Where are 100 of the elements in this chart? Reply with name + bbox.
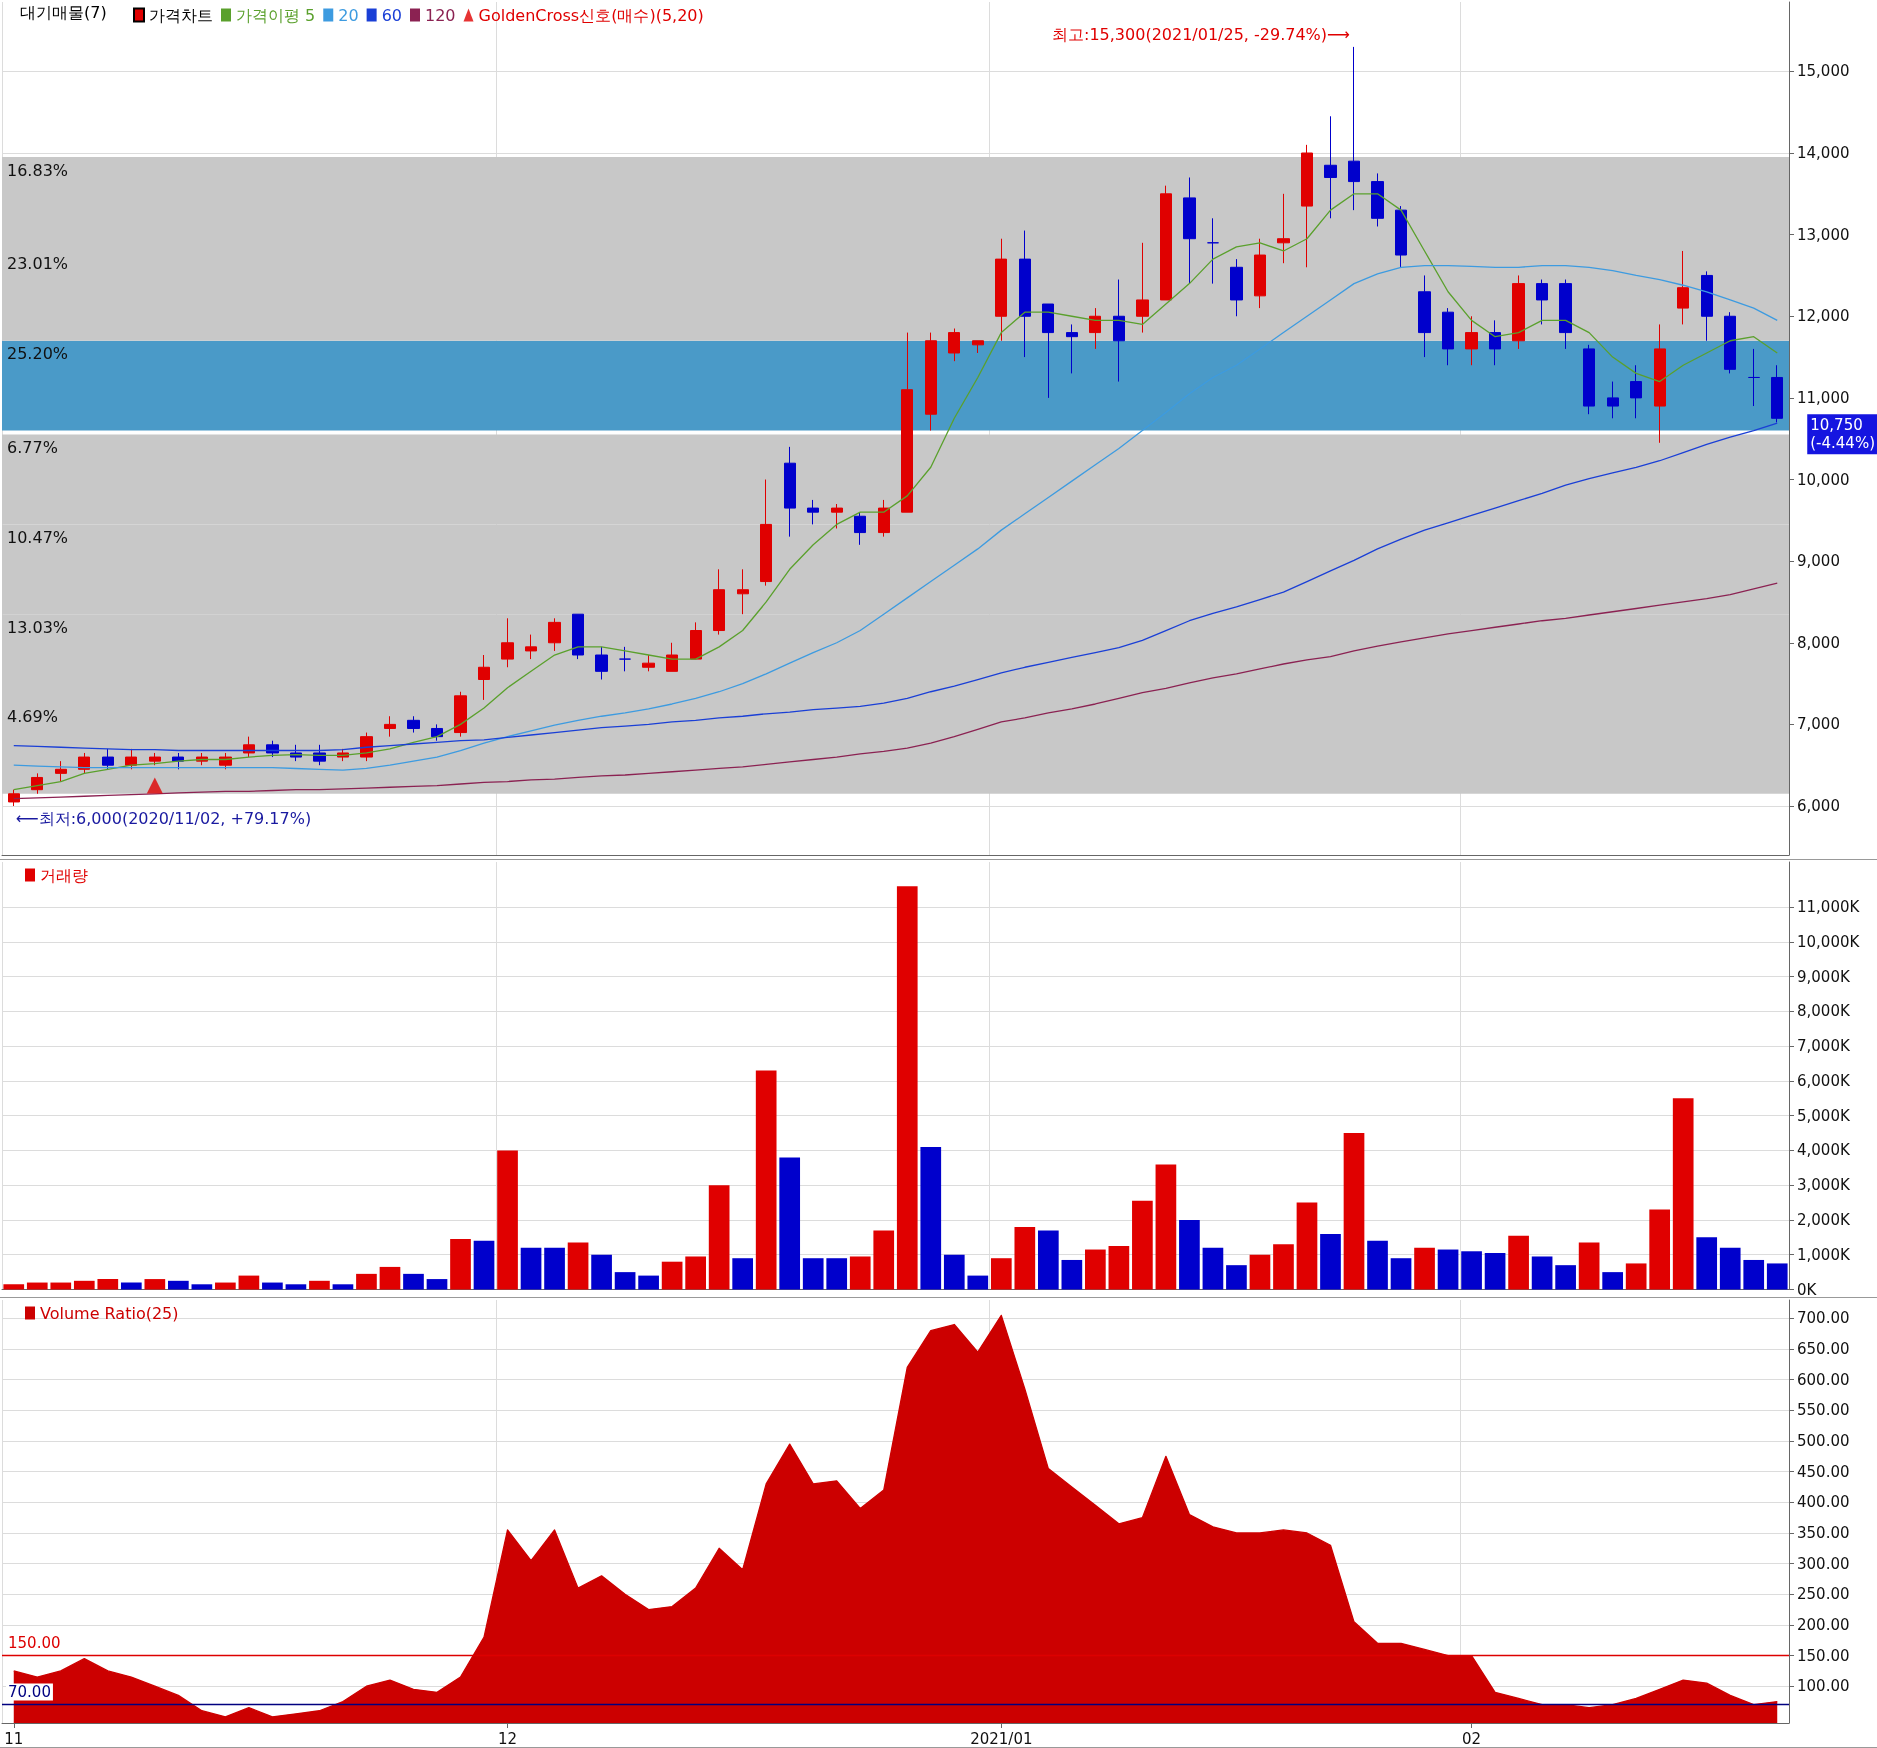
y-tick-label: 4,000K: [1797, 1141, 1851, 1160]
bar: [1743, 1259, 1765, 1290]
band-label: 13.03%: [7, 617, 69, 637]
ref-line-label: 150.00: [8, 1634, 61, 1653]
bar: [497, 1150, 518, 1290]
bar: [1155, 1164, 1177, 1290]
candlestick: [1677, 250, 1689, 325]
bar: [168, 1280, 189, 1290]
bar: [1014, 1226, 1036, 1290]
bar: [990, 1258, 1012, 1290]
candlestick: [1254, 238, 1266, 309]
band-label: 23.01%: [7, 254, 69, 274]
candlestick: [407, 715, 420, 734]
bar: [1414, 1247, 1435, 1290]
bar: [1602, 1272, 1623, 1290]
bar: [1273, 1244, 1294, 1290]
candlestick: [995, 238, 1007, 342]
candlestick: [901, 332, 913, 513]
candlestick: [619, 646, 631, 672]
bar: [73, 1280, 95, 1290]
y-tick-label: 9,000K: [1797, 967, 1851, 986]
candlestick: [1654, 323, 1666, 444]
y-tick-label: 400.00: [1797, 1493, 1850, 1512]
candlestick: [548, 617, 561, 652]
candlestick: [1230, 258, 1243, 317]
y-tick-label: 300.00: [1797, 1554, 1850, 1573]
band-label: 25.20%: [7, 344, 69, 364]
y-tick-label: 6,000: [1797, 797, 1840, 816]
candlestick: [1418, 274, 1431, 358]
bar: [826, 1258, 848, 1290]
candlestick: [1301, 144, 1313, 268]
bar: [144, 1279, 166, 1290]
candlestick: [1136, 242, 1149, 334]
bar: [967, 1275, 989, 1290]
candlestick: [572, 613, 584, 660]
candlestick: [525, 634, 537, 660]
y-tick-label: 700.00: [1797, 1309, 1850, 1328]
legend-label: GoldenCross신호(매수)(5,20): [478, 5, 704, 25]
bar: [1555, 1265, 1576, 1290]
bar: [1061, 1259, 1083, 1290]
candlestick: [1066, 323, 1078, 374]
y-tick-label: 10,000: [1797, 470, 1850, 489]
bar: [1179, 1219, 1200, 1290]
bar: [215, 1282, 236, 1290]
candlestick: [501, 617, 514, 668]
bar: [379, 1266, 401, 1290]
bar: [1108, 1246, 1130, 1290]
bar: [1578, 1242, 1600, 1290]
bar: [97, 1279, 119, 1290]
candlestick: [642, 654, 655, 672]
legend-title: 대기매물(7): [20, 2, 107, 22]
bar: [1531, 1256, 1553, 1290]
bar: [849, 1256, 871, 1290]
candlestick: [243, 736, 255, 758]
bar: [1202, 1247, 1224, 1290]
y-tick-label: 9,000: [1797, 552, 1840, 571]
candlestick: [854, 511, 866, 546]
bar: [1226, 1265, 1247, 1290]
bar: [191, 1284, 213, 1290]
y-tick-label: 100.00: [1797, 1677, 1850, 1696]
candlestick: [478, 654, 490, 701]
candlestick: [1724, 311, 1736, 374]
y-tick-label: 600.00: [1797, 1370, 1850, 1389]
candlestick: [1395, 205, 1407, 268]
bar: [1461, 1251, 1482, 1290]
y-tick-label: 200.00: [1797, 1615, 1850, 1634]
bar: [238, 1275, 260, 1290]
bar: [403, 1273, 424, 1290]
y-tick-label: 500.00: [1797, 1432, 1850, 1450]
y-tick-label: 6,000K: [1797, 1071, 1851, 1090]
candlestick: [313, 744, 326, 766]
bar: [332, 1284, 354, 1290]
y-tick-label: 8,000: [1797, 633, 1840, 652]
bar: [1766, 1263, 1788, 1290]
candlestick: [1489, 319, 1501, 366]
band-label: 6.77%: [7, 438, 58, 458]
bar: [1390, 1258, 1412, 1290]
candlestick: [454, 691, 467, 738]
candlestick: [78, 752, 90, 774]
legend-label: 120: [424, 5, 456, 25]
bar: [1649, 1209, 1671, 1290]
y-tick-label: 5,000K: [1797, 1106, 1851, 1125]
bar: [779, 1157, 801, 1290]
legend-label: 가격차트: [149, 5, 213, 25]
candlestick: [1160, 185, 1172, 301]
bar: [1437, 1249, 1459, 1290]
bar: [1132, 1200, 1153, 1290]
candlestick: [1607, 381, 1619, 419]
candlestick: [1442, 307, 1454, 366]
band-label: 16.83%: [7, 160, 69, 180]
candlestick: [1371, 172, 1384, 227]
bar: [1249, 1254, 1271, 1290]
candlestick: [784, 446, 796, 538]
bar: [567, 1242, 589, 1290]
annotation: 최고:15,300(2021/01/25, -29.74%)⟶: [1052, 25, 1351, 45]
bar: [873, 1230, 895, 1290]
bar: [638, 1275, 659, 1290]
candlestick: [948, 328, 960, 362]
bar: [1296, 1202, 1318, 1290]
y-tick-label: 3,000K: [1797, 1176, 1851, 1195]
